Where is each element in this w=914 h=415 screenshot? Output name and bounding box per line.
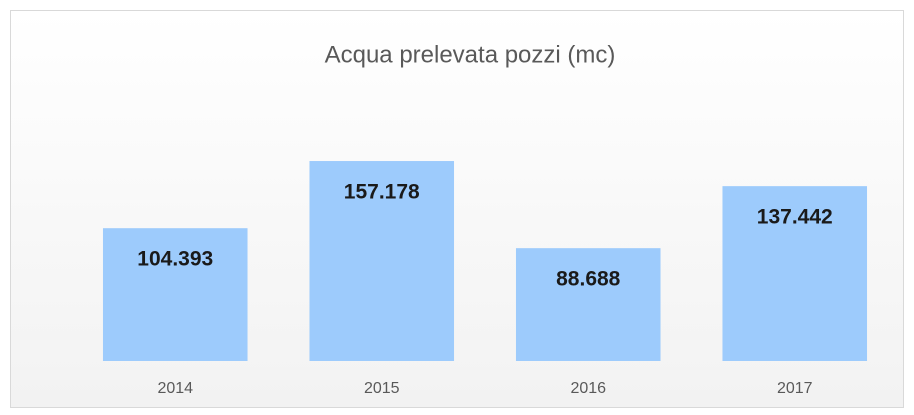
x-tick-label: 2014: [157, 380, 193, 397]
bar: [102, 228, 248, 361]
value-label: 104.393: [137, 248, 213, 271]
bar: [722, 186, 868, 361]
chart-title: Acqua prelevata pozzi (mc): [325, 41, 616, 68]
value-label: 157.178: [344, 181, 420, 204]
x-tick-label: 2015: [364, 380, 400, 397]
value-label: 137.442: [757, 206, 833, 229]
bar: [515, 248, 661, 361]
value-label: 88.688: [556, 268, 621, 291]
x-tick-label: 2016: [570, 380, 606, 397]
x-tick-label: 2017: [777, 380, 813, 397]
bar: [309, 161, 455, 361]
